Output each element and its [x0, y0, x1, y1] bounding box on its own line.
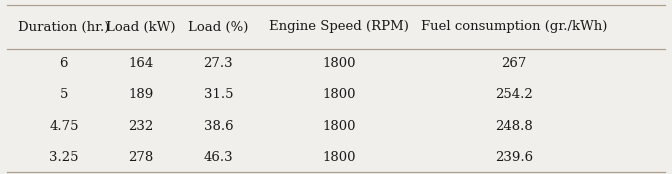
Text: 31.5: 31.5	[204, 88, 233, 101]
Text: Load (%): Load (%)	[188, 21, 249, 33]
Text: 1800: 1800	[323, 151, 356, 164]
Text: Duration (hr.): Duration (hr.)	[18, 21, 110, 33]
Text: 4.75: 4.75	[49, 120, 79, 133]
Text: 248.8: 248.8	[495, 120, 533, 133]
Text: 267: 267	[501, 57, 527, 70]
Text: 5: 5	[60, 88, 68, 101]
Text: 1800: 1800	[323, 57, 356, 70]
Text: 27.3: 27.3	[204, 57, 233, 70]
Text: 46.3: 46.3	[204, 151, 233, 164]
Text: 1800: 1800	[323, 120, 356, 133]
Text: Fuel consumption (gr./kWh): Fuel consumption (gr./kWh)	[421, 21, 607, 33]
Text: 6: 6	[60, 57, 68, 70]
Text: Load (kW): Load (kW)	[106, 21, 176, 33]
Text: 232: 232	[128, 120, 154, 133]
Text: 239.6: 239.6	[495, 151, 533, 164]
Text: 189: 189	[128, 88, 154, 101]
Text: 164: 164	[128, 57, 154, 70]
Text: 254.2: 254.2	[495, 88, 533, 101]
Text: 38.6: 38.6	[204, 120, 233, 133]
Text: Engine Speed (RPM): Engine Speed (RPM)	[269, 21, 409, 33]
Text: 278: 278	[128, 151, 154, 164]
Text: 3.25: 3.25	[49, 151, 79, 164]
Text: 1800: 1800	[323, 88, 356, 101]
